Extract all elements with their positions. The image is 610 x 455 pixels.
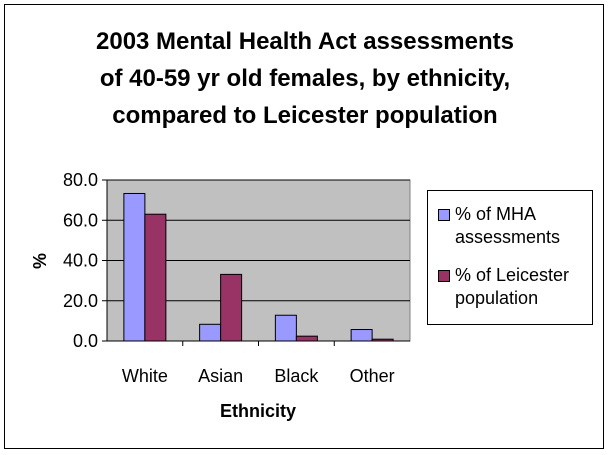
y-tick-label: 0.0 (73, 331, 98, 351)
y-tick-label: 20.0 (63, 291, 98, 311)
legend: % of MHA assessments % of Leicester popu… (427, 190, 593, 325)
bar-white-series-1 (144, 213, 167, 342)
x-tick-label-asian: Asian (198, 366, 243, 386)
y-tick-label: 80.0 (63, 170, 98, 190)
chart-title-line-3: compared to Leicester population (112, 102, 498, 129)
bar-black-series-1 (295, 335, 318, 342)
y-tick-label: 40.0 (63, 251, 98, 271)
legend-label-mha: % of MHA assessments (455, 204, 561, 247)
chart-title-line-1: 2003 Mental Health Act assessments (96, 28, 514, 55)
x-tick-label-other: Other (350, 366, 395, 386)
bar-asian-series-0 (199, 323, 222, 342)
x-tick-label-white: White (122, 366, 168, 386)
bar-other-series-0 (350, 329, 373, 342)
x-axis-title: Ethnicity (220, 401, 296, 421)
bar-white-series-0 (123, 192, 146, 342)
y-axis-title: % (30, 253, 50, 269)
legend-swatch-population (438, 270, 450, 282)
x-axis-ticks: White Asian Black Other (122, 341, 395, 386)
chart-title: 2003 Mental Health Act assessments of 40… (5, 23, 605, 134)
x-tick-label-black: Black (274, 366, 319, 386)
legend-label-population: % of Leicester population (455, 265, 570, 308)
y-tick-label: 60.0 (63, 210, 98, 230)
y-axis-ticks: 0.0 20.0 40.0 60.0 80.0 (63, 170, 107, 351)
legend-swatch-mha (438, 209, 450, 221)
bar-black-series-0 (274, 314, 297, 342)
chart-title-line-2: of 40-59 yr old females, by ethnicity, (99, 65, 511, 92)
bar-asian-series-1 (220, 273, 243, 342)
